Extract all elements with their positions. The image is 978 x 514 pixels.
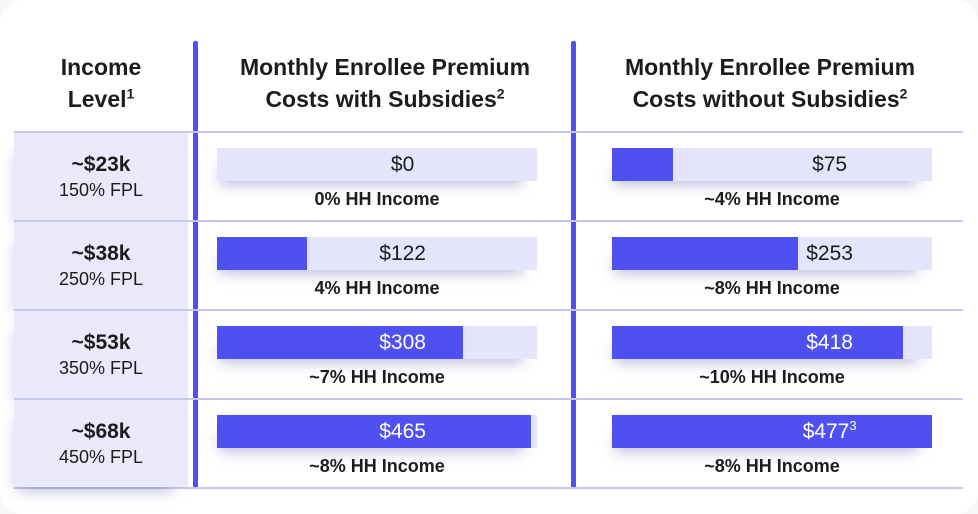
footnote-marker-2: 2 xyxy=(496,85,505,102)
table-row: ~$23k 150% FPL $0 0% HH Income $75 ~4% H… xyxy=(14,131,963,220)
footnote-marker: 3 xyxy=(849,418,857,433)
footnote-marker-1: 1 xyxy=(126,85,135,102)
with-subsidies-header-line2: Costs with Subsidies2 xyxy=(265,85,505,112)
table-row: ~$53k 350% FPL $308 ~7% HH Income $418 ~… xyxy=(14,309,963,398)
bar-fill xyxy=(217,415,531,448)
bar-with-subsidies: $122 4% HH Income xyxy=(217,222,537,309)
bar-pct-label: 4% HH Income xyxy=(314,278,440,298)
bar-value-label: $4773 xyxy=(802,418,857,443)
bar-pct-label: 0% HH Income xyxy=(314,189,440,209)
bar-value-label: $465 xyxy=(379,420,426,443)
bar-fill xyxy=(217,237,307,270)
bar-value-label: $122 xyxy=(379,242,426,265)
income-level-header: Income Level1 xyxy=(14,51,188,115)
bar-value-label: $308 xyxy=(379,331,426,354)
without-subsidies-header-line1: Monthly Enrollee Premium xyxy=(624,54,916,80)
bar-without-subsidies: $253 ~8% HH Income xyxy=(612,222,932,309)
income-cell: ~$23k 150% FPL xyxy=(14,133,188,220)
bar-without-subsidies: $418 ~10% HH Income xyxy=(612,311,932,398)
bar-track: $122 xyxy=(217,237,537,270)
bar-track: $75 xyxy=(612,148,932,181)
bar-without-subsidies: $75 ~4% HH Income xyxy=(612,133,932,220)
income-cell: ~$68k 450% FPL xyxy=(14,400,188,487)
bar-value-label: $418 xyxy=(806,331,853,354)
bar-pct-label: ~10% HH Income xyxy=(699,367,845,387)
table-row: ~$38k 250% FPL $122 4% HH Income $253 ~8… xyxy=(14,220,963,309)
bar-value-label: $253 xyxy=(806,242,853,265)
bar-fill xyxy=(612,148,673,181)
income-amount: ~$38k xyxy=(71,242,131,265)
bar-fill xyxy=(612,237,798,270)
income-fpl-label: 350% FPL xyxy=(58,358,144,378)
income-amount: ~$23k xyxy=(71,153,131,176)
income-cell: ~$38k 250% FPL xyxy=(14,222,188,309)
bar-track: $0 xyxy=(217,148,537,181)
income-fpl-label: 250% FPL xyxy=(58,269,144,289)
without-subsidies-header: Monthly Enrollee Premium Costs without S… xyxy=(577,51,963,115)
bar-with-subsidies: $0 0% HH Income xyxy=(217,133,537,220)
bar-without-subsidies: $4773 ~8% HH Income xyxy=(612,400,932,487)
income-fpl-label: 150% FPL xyxy=(58,180,144,200)
bar-track: $4773 xyxy=(612,415,932,448)
without-subsidies-header-line2: Costs without Subsidies2 xyxy=(632,85,908,112)
income-level-header-line2: Level1 xyxy=(67,85,135,112)
bar-value-label: $75 xyxy=(812,153,848,176)
income-amount: ~$53k xyxy=(71,331,131,354)
bar-track: $308 xyxy=(217,326,537,359)
bar-fill xyxy=(217,326,464,359)
column-divider-right xyxy=(571,41,576,489)
bar-value-label: $0 xyxy=(390,153,415,176)
income-cell: ~$53k 350% FPL xyxy=(14,311,188,398)
footnote-marker-2: 2 xyxy=(899,85,908,102)
table-rows: ~$23k 150% FPL $0 0% HH Income $75 ~4% H… xyxy=(14,131,963,489)
with-subsidies-header: Monthly Enrollee Premium Costs with Subs… xyxy=(202,51,568,115)
with-subsidies-header-line1: Monthly Enrollee Premium xyxy=(239,54,531,80)
bar-track: $465 xyxy=(217,415,537,448)
bar-pct-label: ~4% HH Income xyxy=(704,189,840,209)
bar-with-subsidies: $465 ~8% HH Income xyxy=(217,400,537,487)
bar-pct-label: ~7% HH Income xyxy=(309,367,445,387)
bar-pct-label: ~8% HH Income xyxy=(704,278,840,298)
bar-pct-label: ~8% HH Income xyxy=(704,456,840,476)
column-divider-left xyxy=(193,41,198,489)
income-amount: ~$68k xyxy=(71,420,131,443)
bar-track: $253 xyxy=(612,237,932,270)
income-fpl-label: 450% FPL xyxy=(58,447,144,467)
table-row: ~$68k 450% FPL $465 ~8% HH Income $4773 … xyxy=(14,398,963,489)
bar-track: $418 xyxy=(612,326,932,359)
bar-with-subsidies: $308 ~7% HH Income xyxy=(217,311,537,398)
bar-pct-label: ~8% HH Income xyxy=(309,456,445,476)
bar-fill xyxy=(612,415,932,448)
income-level-header-line1: Income xyxy=(60,54,142,80)
bar-fill xyxy=(612,326,904,359)
